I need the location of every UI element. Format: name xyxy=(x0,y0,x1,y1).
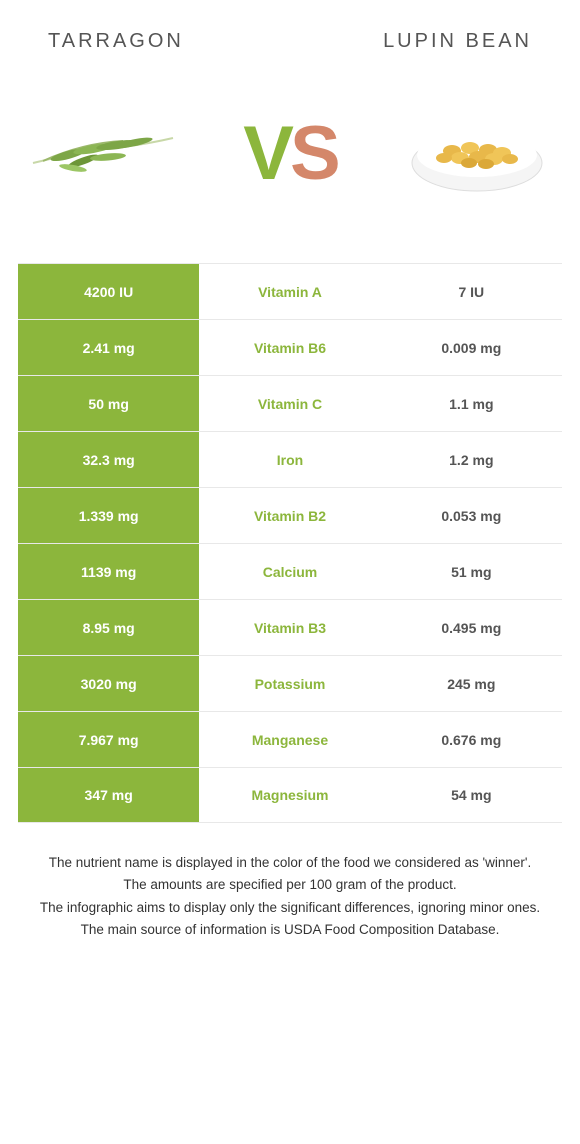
nutrient-name: Potassium xyxy=(199,655,380,711)
right-value: 54 mg xyxy=(381,767,562,823)
left-value: 50 mg xyxy=(18,375,199,431)
nutrient-name: Manganese xyxy=(199,711,380,767)
nutrient-name: Vitamin B3 xyxy=(199,599,380,655)
vs-v: V xyxy=(243,111,290,196)
left-value: 2.41 mg xyxy=(18,319,199,375)
right-value: 0.009 mg xyxy=(381,319,562,375)
lupin-image xyxy=(392,93,562,213)
table-row: 1139 mgCalcium51 mg xyxy=(18,543,562,599)
nutrient-name: Vitamin B2 xyxy=(199,487,380,543)
nutrient-name: Calcium xyxy=(199,543,380,599)
right-value: 245 mg xyxy=(381,655,562,711)
nutrient-name: Vitamin C xyxy=(199,375,380,431)
table-row: 7.967 mgManganese0.676 mg xyxy=(18,711,562,767)
right-value: 0.676 mg xyxy=(381,711,562,767)
table-row: 3020 mgPotassium245 mg xyxy=(18,655,562,711)
footer-line2: The amounts are specified per 100 gram o… xyxy=(38,875,542,895)
footer-line3: The infographic aims to display only the… xyxy=(38,898,542,918)
table-row: 347 mgMagnesium54 mg xyxy=(18,767,562,823)
tarragon-image xyxy=(18,93,188,213)
right-value: 7 IU xyxy=(381,263,562,319)
left-value: 1139 mg xyxy=(18,543,199,599)
left-value: 32.3 mg xyxy=(18,431,199,487)
nutrient-name: Vitamin B6 xyxy=(199,319,380,375)
table-row: 8.95 mgVitamin B30.495 mg xyxy=(18,599,562,655)
footer-line4: The main source of information is USDA F… xyxy=(38,920,542,940)
vs-label: VS xyxy=(243,110,336,197)
table-row: 32.3 mgIron1.2 mg xyxy=(18,431,562,487)
right-value: 1.1 mg xyxy=(381,375,562,431)
vs-row: VS xyxy=(18,73,562,263)
left-value: 347 mg xyxy=(18,767,199,823)
right-value: 1.2 mg xyxy=(381,431,562,487)
header-left: TARRAGON xyxy=(48,30,184,53)
right-value: 0.495 mg xyxy=(381,599,562,655)
nutrient-name: Magnesium xyxy=(199,767,380,823)
right-value: 0.053 mg xyxy=(381,487,562,543)
table-row: 1.339 mgVitamin B20.053 mg xyxy=(18,487,562,543)
left-value: 7.967 mg xyxy=(18,711,199,767)
header-right: LUPIN BEAN xyxy=(383,30,532,53)
left-value: 3020 mg xyxy=(18,655,199,711)
header: TARRAGON LUPIN BEAN xyxy=(18,20,562,73)
right-value: 51 mg xyxy=(381,543,562,599)
vs-s: S xyxy=(290,111,337,196)
footer: The nutrient name is displayed in the co… xyxy=(18,823,562,972)
left-value: 8.95 mg xyxy=(18,599,199,655)
left-value: 4200 IU xyxy=(18,263,199,319)
table-row: 2.41 mgVitamin B60.009 mg xyxy=(18,319,562,375)
nutrient-name: Vitamin A xyxy=(199,263,380,319)
table-row: 50 mgVitamin C1.1 mg xyxy=(18,375,562,431)
nutrient-name: Iron xyxy=(199,431,380,487)
comparison-table: 4200 IUVitamin A7 IU2.41 mgVitamin B60.0… xyxy=(18,263,562,823)
footer-line1: The nutrient name is displayed in the co… xyxy=(38,853,542,873)
left-value: 1.339 mg xyxy=(18,487,199,543)
table-row: 4200 IUVitamin A7 IU xyxy=(18,263,562,319)
